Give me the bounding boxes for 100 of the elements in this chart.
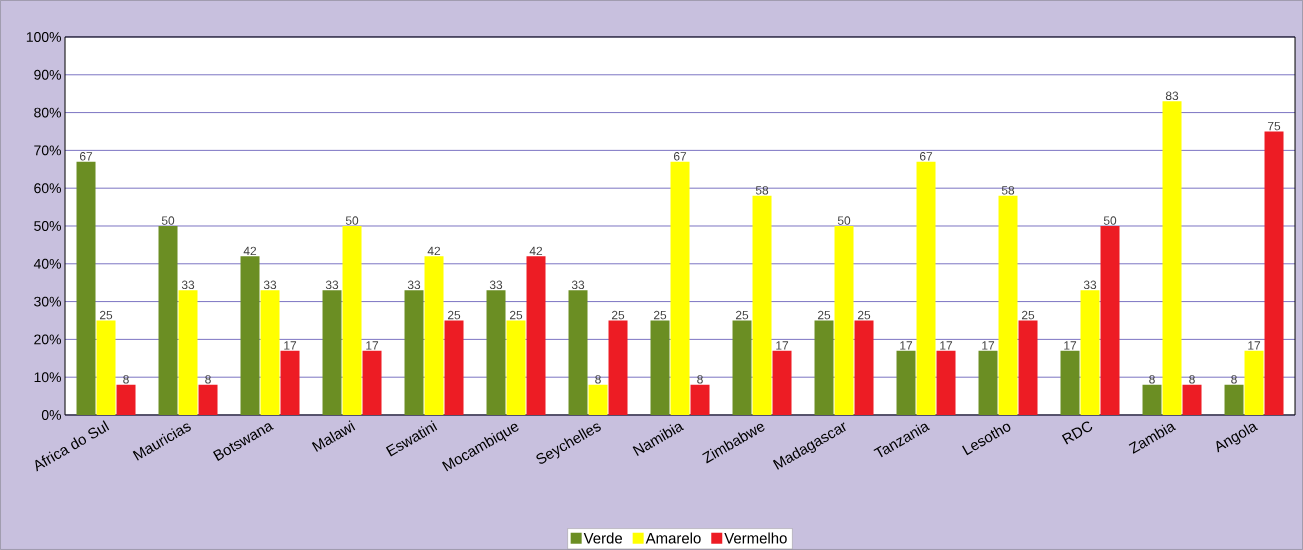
y-tick-label: 20% [34,334,61,345]
bar [936,350,956,415]
data-label: 8 [595,375,601,384]
bar [1018,320,1038,415]
bar [998,195,1018,415]
y-tick-label: 100% [26,32,61,42]
data-label: 33 [181,280,195,290]
bar [322,290,342,415]
bar [506,320,526,415]
bar [670,161,690,415]
bar [404,290,424,415]
data-label: 33 [489,280,503,290]
bar [834,225,854,415]
y-tick-label: 80% [34,107,61,118]
y-tick-label: 40% [33,258,61,269]
data-label: 17 [1248,341,1261,350]
bar [608,320,628,415]
data-label: 8 [1149,375,1155,384]
data-label: 50 [345,216,359,225]
data-label: 67 [79,152,93,161]
bar [526,256,546,415]
bar [96,320,116,415]
data-label: 67 [919,152,933,161]
x-tick-label: Africa do Sul [35,420,110,472]
data-label: 33 [571,280,585,290]
bar [1100,225,1120,415]
bar [1060,350,1080,415]
data-label: 8 [1189,375,1195,384]
data-label: 17 [1064,341,1077,350]
bar [854,320,874,415]
data-label: 17 [940,341,953,350]
data-label: 50 [837,216,851,225]
bar [424,256,444,415]
data-label: 8 [123,375,129,384]
bar [752,195,772,415]
bar [1142,384,1162,415]
bar [444,320,464,415]
data-label: 17 [982,341,995,350]
y-tick-label: 10% [34,372,61,383]
data-label: 25 [653,310,667,320]
bar [772,350,792,415]
data-label: 17 [284,341,297,350]
bar [1264,131,1284,415]
data-label: 42 [243,246,257,256]
data-label: 17 [776,341,789,350]
data-label: 58 [755,186,769,195]
bar [116,384,136,415]
data-label: 17 [366,341,379,350]
data-label: 8 [205,375,211,384]
data-label: 83 [1165,91,1179,101]
bar [178,290,198,415]
y-tick-label: 50% [34,221,61,231]
data-label: 42 [427,246,441,256]
data-label: 67 [673,152,687,161]
y-tick-label: 0% [41,410,61,420]
bar [280,350,300,415]
bar [814,320,834,415]
y-tick-label: 70% [34,145,61,156]
bar [158,225,178,415]
y-tick-label: 30% [34,296,61,307]
data-label: 25 [857,310,871,320]
bar [588,384,608,415]
bar [1224,384,1244,415]
bar [1244,350,1264,415]
bar [978,350,998,415]
bar [76,161,96,415]
y-tick-label: 90% [34,69,61,80]
data-label: 33 [407,280,421,290]
x-tick-label: RDC [1061,421,1093,445]
bar [1080,290,1100,415]
bar [732,320,752,415]
data-label: 75 [1267,121,1281,131]
bar [260,290,280,415]
data-label: 25 [447,310,461,320]
legend-label: Vermelho [724,532,787,544]
data-label: 8 [1231,375,1237,384]
data-label: 25 [735,310,749,320]
y-tick-label: 60% [34,183,61,194]
bar [1162,101,1182,415]
data-label: 8 [697,375,703,384]
data-label: 58 [1001,186,1015,195]
data-label: 33 [263,280,277,290]
bar [1182,384,1202,415]
bar [240,256,260,415]
data-label: 25 [1021,310,1035,320]
bar [342,225,362,415]
data-label: 33 [325,280,339,290]
bar [650,320,670,415]
data-label: 25 [611,310,625,320]
data-label: 25 [509,310,523,320]
bar [916,161,936,415]
legend-label: Amarelo [645,532,701,544]
bar [362,350,382,415]
data-label: 50 [1103,216,1117,225]
bar [896,350,916,415]
data-label: 42 [529,246,543,256]
data-label: 33 [1083,280,1097,290]
data-label: 50 [161,216,175,225]
bar [198,384,218,415]
legend-label: Verde [583,532,623,544]
